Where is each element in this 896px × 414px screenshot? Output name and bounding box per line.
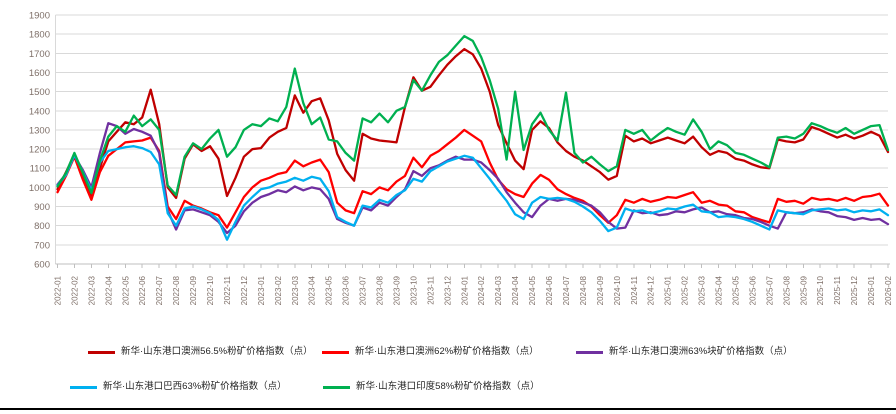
x-axis-tick-label: 2022-07 [155, 275, 164, 305]
x-axis-tick-label: 2022-05 [121, 275, 130, 305]
y-axis-tick-label: 1600 [29, 68, 50, 79]
x-axis-tick-label: 2025-04 [715, 275, 724, 305]
legend-label: 新华·山东港口澳洲56.5%粉矿价格指数（点） [121, 346, 313, 357]
legend-line-dark-red [88, 350, 115, 354]
y-axis-tick-label: 1200 [29, 145, 50, 156]
x-axis-tick-label: 2025-11 [833, 275, 842, 304]
x-axis-tick-label: 2025-12 [850, 275, 859, 305]
y-axis-tick-label: 1800 [29, 30, 50, 41]
legend-line-red [322, 350, 349, 354]
x-axis-tick-label: 2025-01 [664, 275, 673, 305]
legend-item-in58-fines: 新华·山东港口印度58%粉矿价格指数（点） [323, 381, 540, 393]
y-axis-tick-label: 900 [34, 202, 50, 213]
x-axis-tick-label: 2023-01 [257, 275, 266, 305]
x-axis-tick-label: 2023-06 [342, 275, 351, 305]
x-axis-tick-label: 2022-11 [223, 275, 232, 304]
x-axis-tick-label: 2025-05 [731, 275, 740, 305]
x-axis-tick-label: 2026-01 [867, 275, 876, 305]
x-axis-tick-label: 2025-10 [816, 275, 825, 305]
x-axis-tick-label: 2024-03 [494, 275, 503, 305]
x-axis-tick-label: 2022-06 [138, 275, 147, 305]
legend-item-au565-fines: 新华·山东港口澳洲56.5%粉矿价格指数（点） [88, 346, 313, 358]
x-axis-tick-label: 2024-09 [596, 275, 605, 305]
series-line-0 [56, 47, 890, 200]
x-axis-tick-label: 2023-12 [443, 275, 452, 305]
x-axis-tick-label: 2025-09 [799, 275, 808, 305]
y-axis-tick-label: 700 [34, 240, 50, 251]
x-axis-tick-label: 2025-02 [681, 275, 690, 305]
y-axis-tick-label: 1100 [30, 164, 50, 175]
y-axis-tick-label: 600 [34, 260, 50, 271]
y-axis-tick-label: 1000 [29, 183, 50, 194]
x-axis-tick-label: 2023-09 [392, 275, 401, 305]
x-axis-tick-label: 2024-02 [477, 275, 486, 305]
x-axis-tick-label: 2022-04 [104, 275, 113, 305]
x-axis-tick-label: 2024-06 [545, 275, 554, 305]
x-axis-tick-label: 2022-02 [70, 275, 79, 305]
x-axis-tick-label: 2022-12 [240, 275, 249, 305]
x-axis-tick-label: 2023-10 [409, 275, 418, 305]
x-axis-tick-label: 2023-02 [274, 275, 283, 305]
y-axis-tick-label: 1400 [29, 106, 50, 117]
y-axis-tick-label: 1700 [29, 49, 50, 60]
legend-line-blue [70, 385, 97, 389]
x-axis-tick-label: 2024-01 [460, 275, 469, 305]
y-axis-tick-label: 1500 [29, 87, 50, 98]
x-axis-tick-label: 2024-10 [613, 275, 622, 305]
x-axis-tick-label: 2024-08 [579, 275, 588, 305]
y-axis-tick-label: 800 [34, 221, 50, 232]
x-axis-tick-label: 2024-05 [528, 275, 537, 305]
y-axis-tick-label: 1900 [29, 11, 50, 22]
x-axis-tick-label: 2025-07 [765, 275, 774, 305]
x-axis-tick-label: 2023-05 [325, 275, 334, 305]
legend-item-au62-fines: 新华·山东港口澳洲62%粉矿价格指数（点） [322, 346, 539, 358]
legend-line-purple [576, 350, 603, 354]
legend-label: 新华·山东港口巴西63%粉矿价格指数（点） [103, 381, 287, 392]
legend-item-au63-lump: 新华·山东港口澳洲63%块矿价格指数（点） [576, 346, 793, 358]
x-axis-tick-label: 2024-07 [562, 275, 571, 305]
series-line-2 [56, 122, 890, 235]
x-axis-tick-label: 2024-12 [647, 275, 656, 305]
x-axis-tick-label: 2022-03 [87, 275, 96, 305]
x-axis-tick-label: 2022-01 [54, 275, 63, 305]
x-axis-tick-label: 2025-08 [782, 275, 791, 305]
x-axis-tick-label: 2023-04 [308, 275, 317, 305]
y-axis-tick-label: 1300 [29, 125, 50, 136]
bottom-border-line [0, 408, 896, 410]
x-axis-tick-label: 2022-08 [172, 275, 181, 305]
x-axis-tick-label: 2023-08 [376, 275, 385, 305]
x-axis-tick-label: 2024-11 [630, 275, 639, 304]
x-axis-tick-label: 2023-11 [426, 275, 435, 304]
x-axis-tick-label: 2023-07 [359, 275, 368, 305]
x-axis-tick-label: 2025-03 [698, 275, 707, 305]
x-axis-tick-label: 2026-02 [884, 275, 893, 305]
x-axis-tick-label: 2025-06 [748, 275, 757, 305]
x-axis-tick-label: 2023-03 [291, 275, 300, 305]
legend-label: 新华·山东港口印度58%粉矿价格指数（点） [356, 381, 540, 392]
legend-line-green [323, 385, 350, 389]
series-line-3 [56, 145, 890, 241]
legend-label: 新华·山东港口澳洲63%块矿价格指数（点） [609, 346, 793, 357]
x-axis-tick-label: 2022-09 [189, 275, 198, 305]
series-line-4 [56, 34, 890, 197]
x-axis-tick-label: 2024-04 [511, 275, 520, 305]
legend-label: 新华·山东港口澳洲62%粉矿价格指数（点） [355, 346, 539, 357]
legend-item-br63-fines: 新华·山东港口巴西63%粉矿价格指数（点） [70, 381, 287, 393]
x-axis-tick-label: 2022-10 [206, 275, 215, 305]
